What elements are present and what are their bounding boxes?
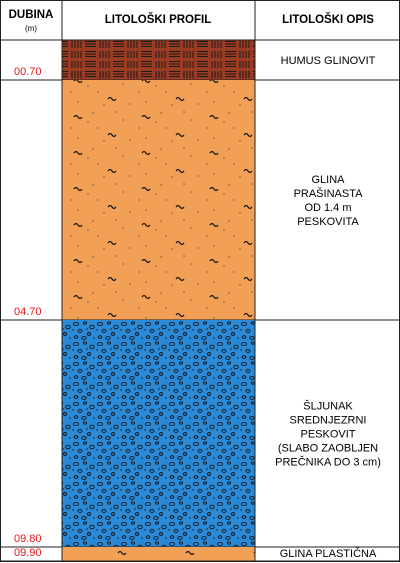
depth-header: DUBINA [9,9,54,21]
description-line: PREČNIKA DO 3 cm) [275,455,381,468]
description-header: LITOLOŠKI OPIS [282,13,374,26]
description-line: ŠLJUNAK [303,399,353,412]
depth-label: 09.90 [14,547,42,559]
layer-pattern [62,547,255,561]
depth-label: 09.80 [14,533,42,545]
description-line: PESKOVITA [297,216,359,228]
depth-unit: (m) [25,24,37,33]
description-line: (SLABO ZAOBLJEN [278,442,378,454]
description-line: GLINA [311,174,345,186]
layer-pattern [62,40,255,80]
layer-pattern [62,80,255,320]
depth-label: 04.70 [14,306,42,318]
description-line: OD 1.4 m [304,202,351,214]
depth-label: 00.70 [14,66,42,78]
description-line: HUMUS GLINOVIT [281,55,376,67]
description-line: PESKOVIT [300,428,355,440]
layer-pattern [62,320,255,547]
description-line: PRAŠINASTA [294,187,364,200]
description-line: SREDNJEZRNI [289,414,366,426]
profile-header: LITOLOŠKI PROFIL [105,13,211,26]
description-line: GLINA PLASTIČNA [280,547,377,560]
